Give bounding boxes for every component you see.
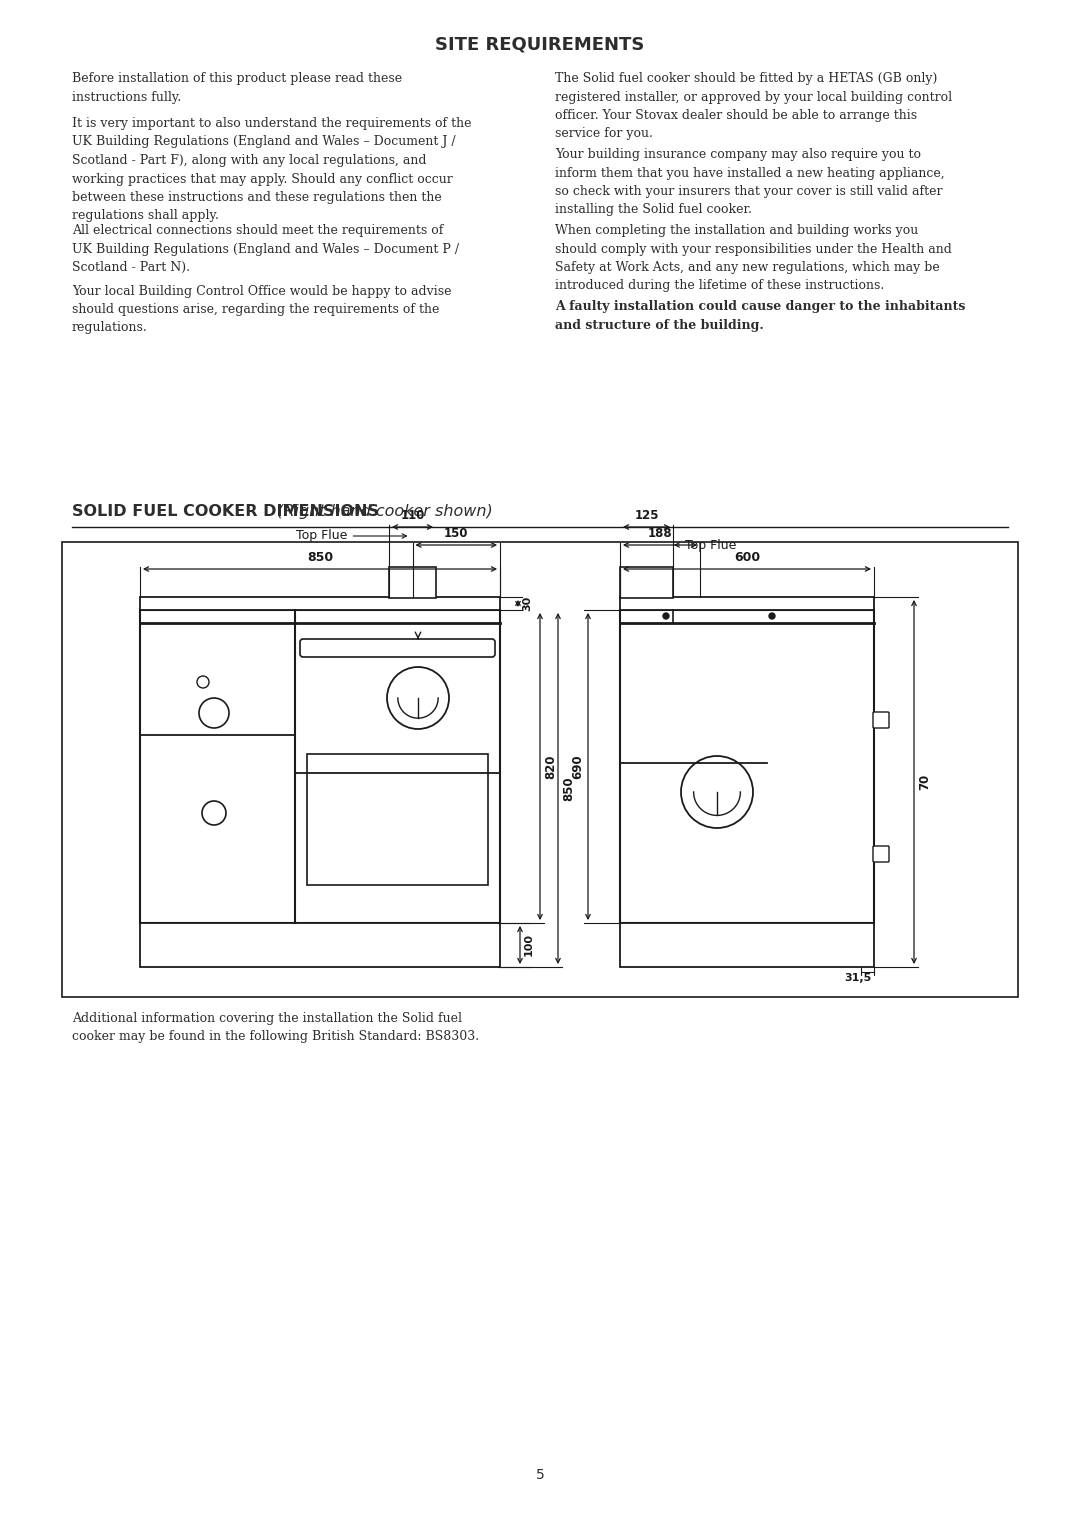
Circle shape	[202, 802, 226, 825]
Text: 125: 125	[634, 508, 659, 522]
Text: When completing the installation and building works you
should comply with your : When completing the installation and bui…	[555, 224, 951, 293]
Text: 600: 600	[734, 551, 760, 563]
Text: A faulty installation could cause danger to the inhabitants
and structure of the: A faulty installation could cause danger…	[555, 299, 966, 331]
Bar	[620, 922, 874, 967]
FancyBboxPatch shape	[873, 846, 889, 863]
Circle shape	[681, 756, 753, 828]
Text: SITE REQUIREMENTS: SITE REQUIREMENTS	[435, 35, 645, 53]
Bar	[140, 597, 500, 609]
Text: 150: 150	[444, 527, 469, 541]
Text: 100: 100	[524, 933, 534, 956]
Text: It is very important to also understand the requirements of the
UK Building Regu: It is very important to also understand …	[72, 118, 472, 223]
Text: All electrical connections should meet the requirements of
UK Building Regulatio: All electrical connections should meet t…	[72, 224, 459, 273]
Text: Additional information covering the installation the Solid fuel
cooker may be fo: Additional information covering the inst…	[72, 1012, 480, 1043]
FancyBboxPatch shape	[873, 712, 889, 728]
Text: (Right hand cooker shown): (Right hand cooker shown)	[272, 504, 492, 519]
Bar	[140, 609, 500, 922]
Text: 5: 5	[536, 1467, 544, 1483]
Text: 690: 690	[571, 754, 584, 779]
Circle shape	[387, 667, 449, 728]
Circle shape	[197, 676, 210, 689]
Text: Top Flue: Top Flue	[685, 539, 737, 551]
Circle shape	[199, 698, 229, 728]
Text: Your building insurance company may also require you to
inform them that you hav: Your building insurance company may also…	[555, 148, 945, 217]
Text: 31,5: 31,5	[845, 973, 872, 983]
Circle shape	[663, 612, 669, 618]
Text: Top Flue: Top Flue	[296, 530, 348, 542]
Text: 820: 820	[544, 754, 557, 779]
FancyBboxPatch shape	[300, 638, 495, 657]
Text: 850: 850	[562, 776, 575, 800]
Text: SOLID FUEL COOKER DIMENSIONS: SOLID FUEL COOKER DIMENSIONS	[72, 504, 379, 519]
Bar	[62, 542, 1018, 997]
Bar	[620, 567, 673, 599]
Text: Your local Building Control Office would be happy to advise
should questions ari: Your local Building Control Office would…	[72, 284, 451, 334]
Text: 188: 188	[648, 527, 673, 541]
Text: Before installation of this product please read these
instructions fully.: Before installation of this product plea…	[72, 72, 402, 104]
Bar	[620, 597, 874, 609]
Bar	[140, 922, 500, 967]
Text: 850: 850	[307, 551, 333, 563]
Bar	[620, 609, 874, 922]
Bar	[307, 754, 488, 886]
Bar	[389, 567, 436, 599]
Text: 110: 110	[401, 508, 424, 522]
Text: 70: 70	[918, 774, 931, 789]
Text: 30: 30	[522, 596, 532, 611]
Text: The Solid fuel cooker should be fitted by a HETAS (GB only)
registered installer: The Solid fuel cooker should be fitted b…	[555, 72, 953, 140]
Circle shape	[769, 612, 775, 618]
